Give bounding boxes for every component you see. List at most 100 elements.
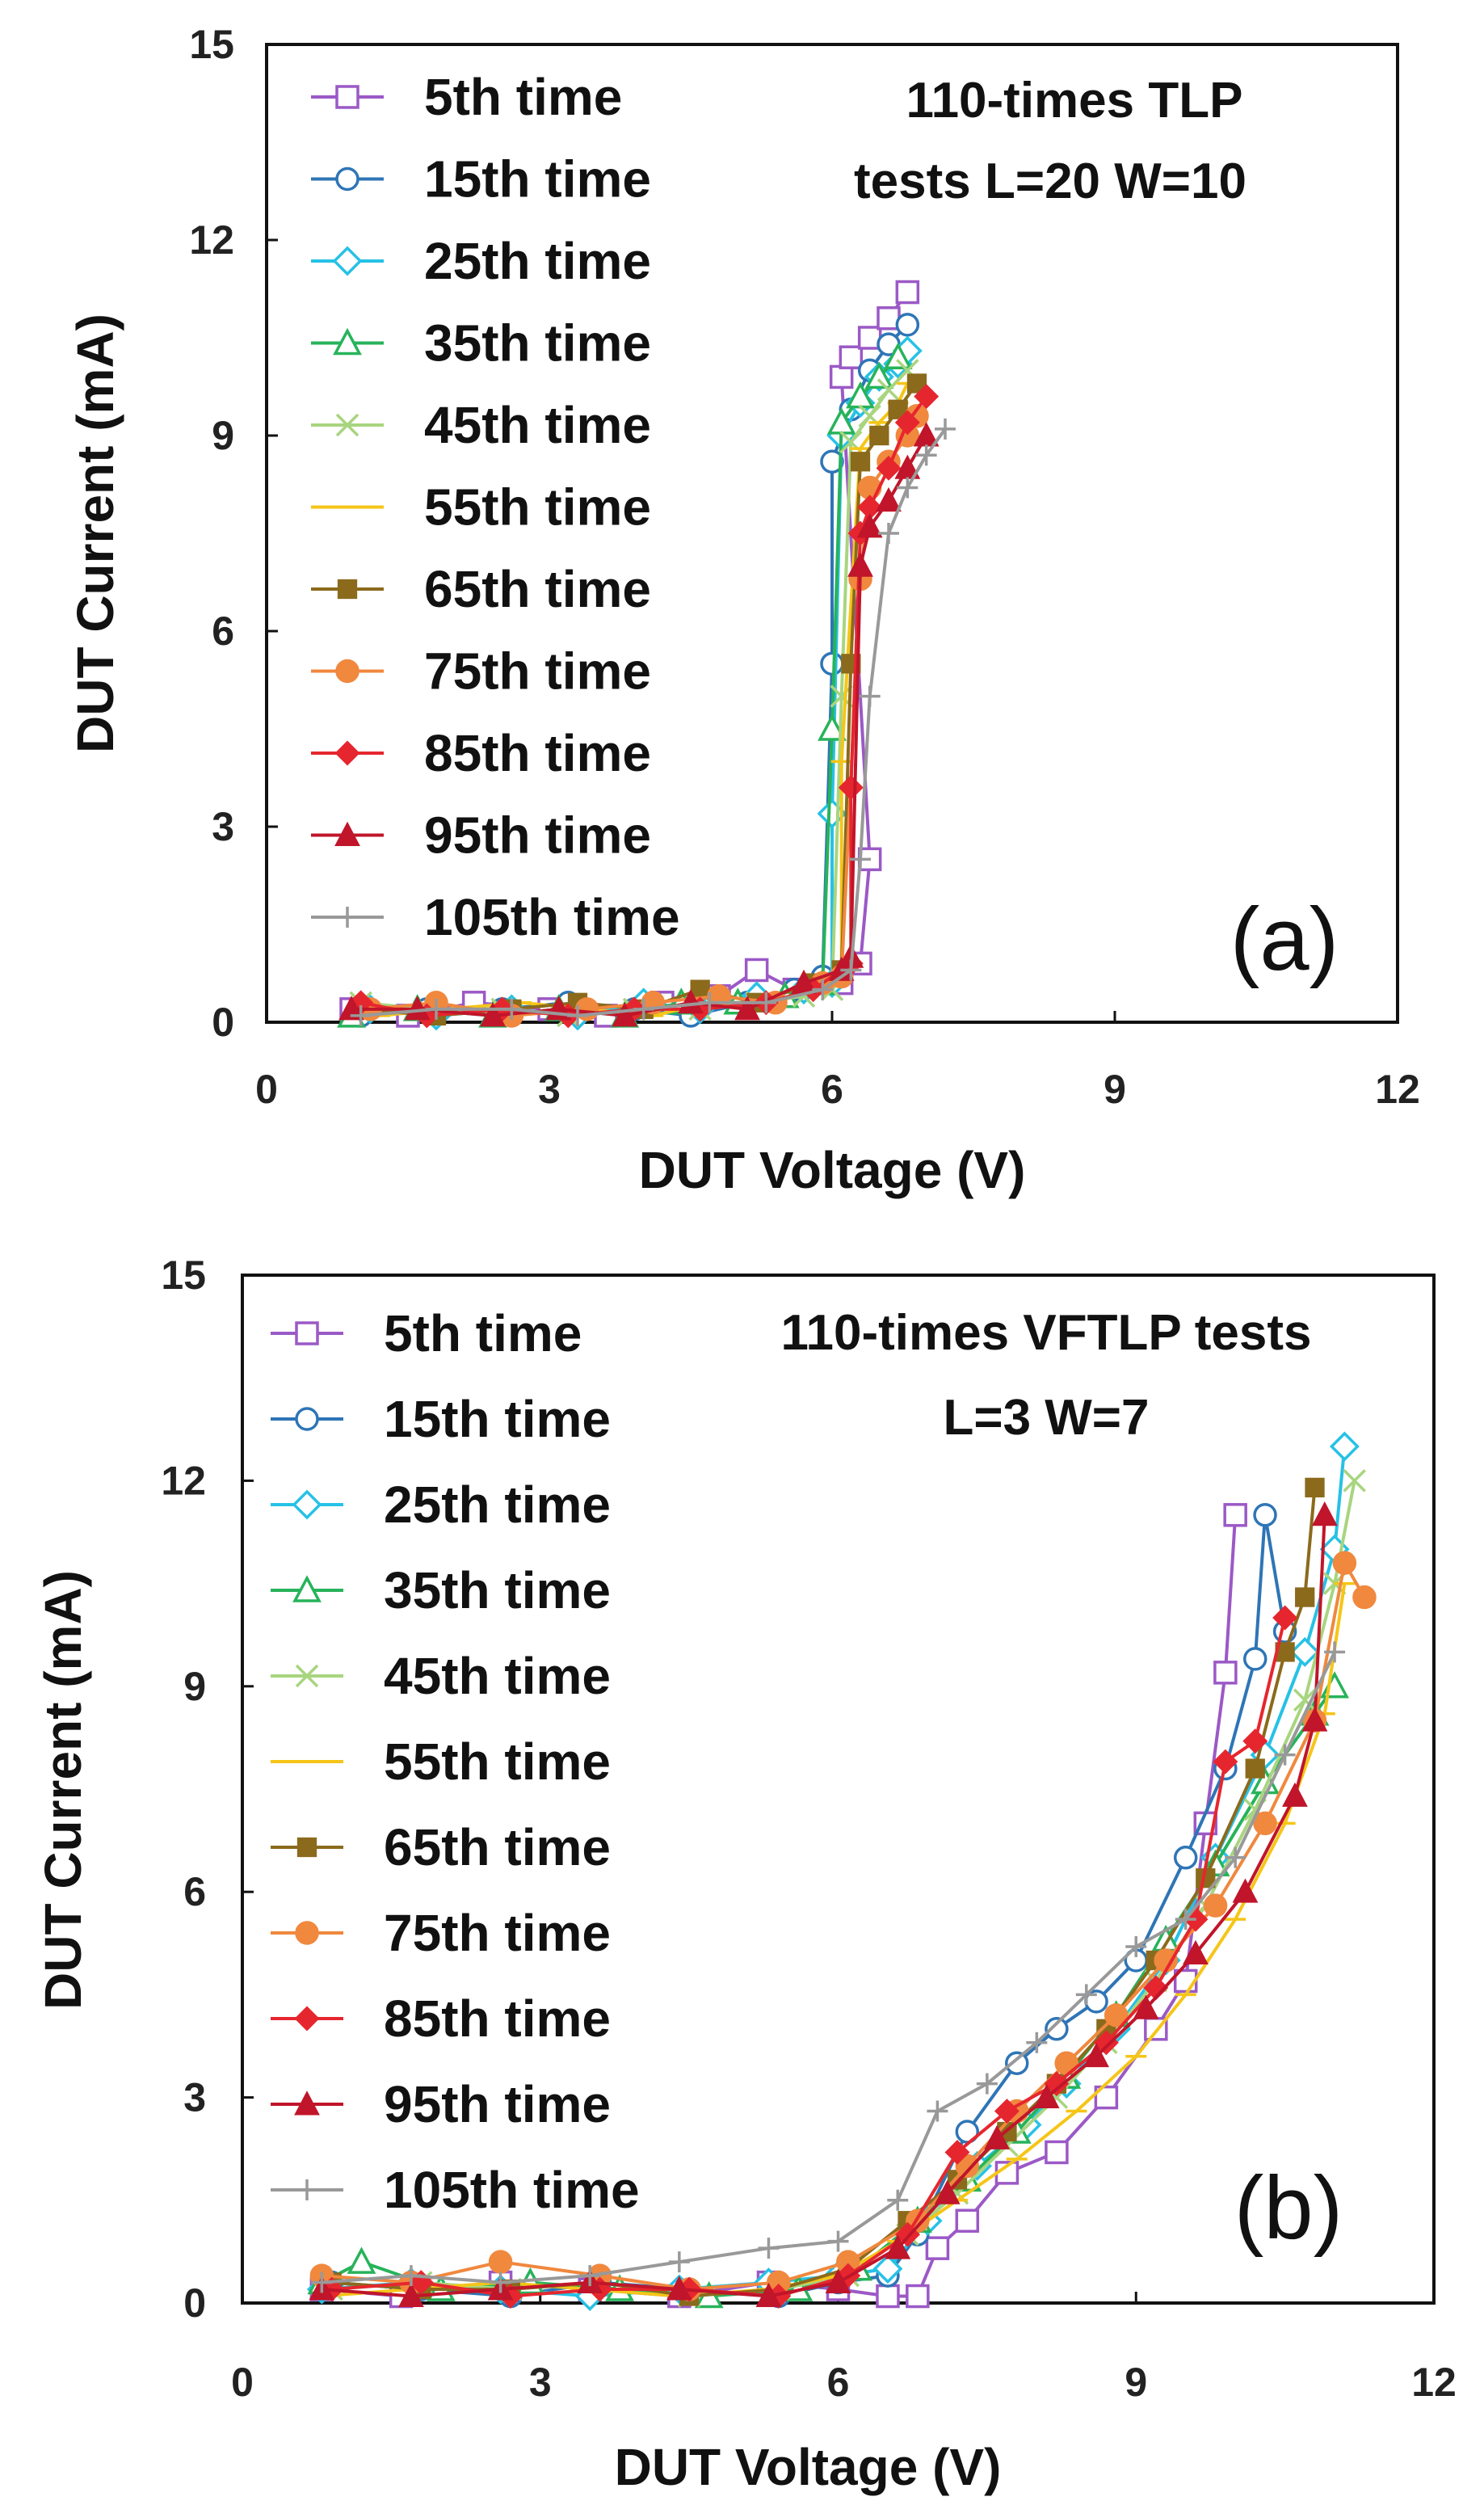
panel-a-legend-entry: 55th time bbox=[311, 478, 651, 537]
panel-a-legend-entry: 25th time bbox=[311, 232, 651, 290]
panel-b-data-point bbox=[1125, 1936, 1147, 1958]
panel-b-plot-frame bbox=[241, 1274, 1436, 2305]
panel-a-data-point bbox=[820, 449, 844, 474]
panel-b-annotation-line-1: 110-times VFTLP tests bbox=[780, 1305, 1311, 1361]
panel-a-data-point bbox=[888, 399, 908, 419]
panel-a-data-point bbox=[829, 364, 854, 389]
panel-a-data-point bbox=[877, 378, 901, 402]
panel-b-data-point bbox=[1203, 1893, 1228, 1918]
panel-b-data-point bbox=[934, 2179, 961, 2204]
panel-a-y-tick-label: 3 bbox=[212, 804, 234, 849]
panel-b-data-point bbox=[1305, 1477, 1325, 1498]
panel-a-legend-entry: 85th time bbox=[311, 724, 651, 782]
panel-b-x-tick-label: 6 bbox=[827, 2360, 850, 2405]
panel-b-legend: 5th time 15th time 25th time 35th time 45th … bbox=[271, 1304, 640, 2219]
panel-b-data-point bbox=[400, 2265, 422, 2287]
panel-b-legend-entry: 95th time bbox=[271, 2075, 611, 2133]
panel-b-y-ticks: 0 3 6 9 12 15 bbox=[161, 1253, 254, 2326]
panel-a-data-point bbox=[864, 361, 894, 389]
panel-a-data-point bbox=[744, 958, 769, 983]
legend-marker-swatch bbox=[337, 907, 358, 928]
panel-a-data-point bbox=[350, 1004, 372, 1026]
panel-b-data-point bbox=[1243, 1647, 1267, 1671]
panel-b-x-axis-label: DUT Voltage (V) bbox=[615, 2438, 1002, 2496]
panel-b-data-point bbox=[1213, 1749, 1238, 1775]
legend-label: 105th time bbox=[384, 2161, 640, 2219]
panel-a-data-point bbox=[734, 996, 760, 1021]
panel-b-data-point bbox=[1173, 1846, 1198, 1870]
panel-a-annotation-line-2: tests L=20 W=10 bbox=[854, 154, 1246, 209]
panel-a-x-tick-label: 0 bbox=[255, 1067, 278, 1112]
panel-b-legend-entry: 45th time bbox=[271, 1647, 611, 1705]
panel-a-chart: 0 3 6 9 12 15 0 3 6 9 12 DUT Voltage (V) DUT Curr… bbox=[66, 22, 1420, 1199]
legend-label: 45th time bbox=[384, 1647, 611, 1705]
panel-b-data-point bbox=[1033, 2083, 1060, 2109]
panel-b-data-point bbox=[1272, 1605, 1298, 1631]
panel-a-data-point bbox=[820, 651, 844, 676]
panel-a-x-tick-label: 12 bbox=[1375, 1067, 1420, 1112]
panel-a-legend-entry: 5th time bbox=[311, 68, 622, 126]
panel-b-data-point bbox=[1026, 2032, 1048, 2053]
panel-b-legend-entry: 65th time bbox=[271, 1818, 611, 1876]
panel-b-data-point bbox=[1075, 1984, 1097, 2006]
panel-a-data-point bbox=[897, 477, 919, 499]
panel-b-tag: (b) bbox=[1234, 2158, 1343, 2258]
panel-b-y-tick-label: 9 bbox=[183, 1664, 206, 1709]
panel-b-legend-entry: 105th time bbox=[271, 2161, 640, 2219]
legend-label: 5th time bbox=[424, 68, 622, 126]
panel-a-x-tick-label: 6 bbox=[821, 1067, 843, 1112]
legend-label: 85th time bbox=[424, 724, 651, 782]
panel-a-data-point bbox=[895, 313, 920, 337]
panel-a-data-point bbox=[869, 425, 889, 446]
panel-b-legend-entry: 85th time bbox=[271, 1989, 611, 2048]
panel-a-tag: (a) bbox=[1230, 890, 1339, 989]
legend-label: 5th time bbox=[384, 1304, 582, 1362]
legend-label: 95th time bbox=[424, 806, 651, 865]
panel-a-data-point bbox=[876, 455, 902, 481]
panel-a-legend: 5th time 15th time 25th time 35th time 45th … bbox=[311, 68, 680, 946]
legend-marker-swatch bbox=[335, 85, 359, 109]
panel-b-data-point bbox=[1289, 1636, 1320, 1667]
panel-a-legend-entry: 35th time bbox=[311, 314, 651, 373]
panel-b-legend-entry: 75th time bbox=[271, 1904, 611, 1962]
legend-marker-swatch bbox=[337, 579, 358, 600]
legend-label: 65th time bbox=[384, 1818, 611, 1876]
panel-b-y-tick-label: 6 bbox=[183, 1869, 206, 1914]
panel-b-data-point bbox=[1223, 1503, 1247, 1527]
panel-a-data-point bbox=[850, 452, 871, 472]
panel-a-data-point bbox=[633, 998, 654, 1020]
panel-b-data-point bbox=[1329, 1431, 1360, 1462]
panel-b-data-point bbox=[668, 2251, 690, 2273]
panel-b-data-point bbox=[1324, 1641, 1346, 1663]
panel-a-data-point bbox=[678, 989, 704, 1014]
panel-b-data-point bbox=[347, 2246, 376, 2274]
panel-b-data-point bbox=[398, 2282, 424, 2307]
legend-marker-swatch bbox=[334, 740, 360, 766]
legend-marker-swatch bbox=[295, 1664, 319, 1688]
panel-b-data-point bbox=[944, 2139, 970, 2165]
panel-a-data-point bbox=[914, 384, 940, 410]
panel-b-data-point bbox=[666, 2276, 692, 2301]
panel-b-data-point bbox=[1213, 1661, 1238, 1685]
panel-a-data-point bbox=[567, 1004, 588, 1026]
panel-b-data-point bbox=[1045, 2140, 1069, 2165]
panel-a-legend-entry: 45th time bbox=[311, 396, 651, 454]
panel-a-data-point bbox=[812, 979, 834, 1000]
panel-a-data-point bbox=[839, 345, 864, 369]
legend-label: 55th time bbox=[384, 1733, 611, 1791]
panel-b-series-11 bbox=[311, 1641, 1346, 2293]
panel-a-legend-entry: 105th time bbox=[311, 888, 680, 946]
panel-b-data-point bbox=[885, 2234, 911, 2259]
panel-a-data-point bbox=[840, 959, 862, 981]
panel-a-data-point bbox=[501, 998, 523, 1020]
panel-a-data-point bbox=[915, 444, 937, 466]
panel-a-data-point bbox=[878, 523, 899, 544]
panel-a-series-11 bbox=[350, 418, 956, 1026]
panel-b-series-line bbox=[322, 1514, 1326, 2298]
panel-b-y-tick-label: 3 bbox=[183, 2075, 206, 2120]
panel-b-data-point bbox=[1005, 2051, 1029, 2075]
panel-b-legend-entry: 55th time bbox=[271, 1733, 611, 1791]
legend-marker-swatch bbox=[294, 2090, 320, 2116]
panel-b-data-point bbox=[1083, 2042, 1109, 2068]
